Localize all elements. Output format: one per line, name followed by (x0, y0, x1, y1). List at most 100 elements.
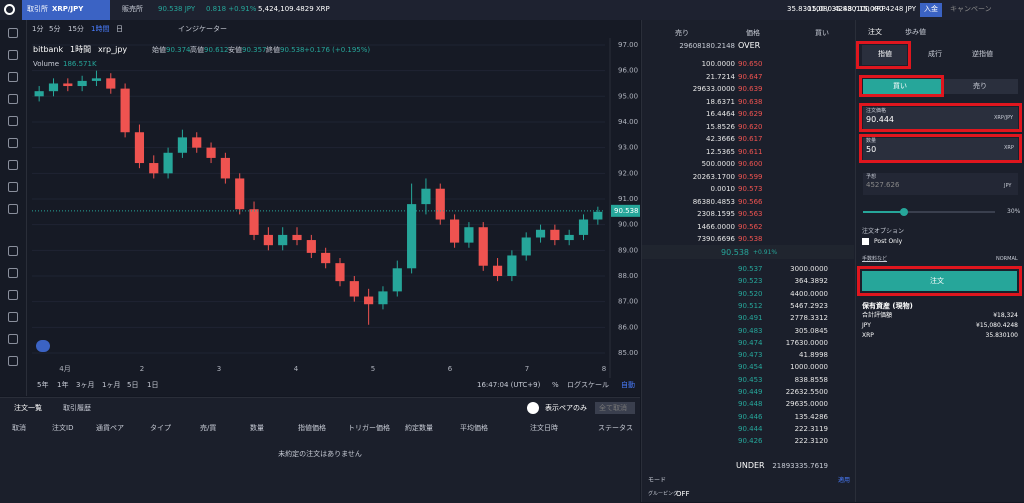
bid-price: 90.473 (738, 351, 763, 360)
bid-price: 90.537 (738, 265, 763, 273)
order-type[interactable]: 逆指値 (972, 50, 993, 58)
tool-icon[interactable] (8, 116, 18, 126)
range-button[interactable]: 5日 (127, 381, 139, 389)
side[interactable]: 売り (973, 82, 987, 90)
bid-size: 17630.0000 (785, 338, 828, 347)
ask-size: 2308.1595 (697, 210, 735, 218)
ask-size: 29608180.2148 (679, 42, 735, 50)
range-button[interactable]: 3ヶ月 (76, 381, 95, 389)
range-button[interactable]: 1日 (147, 381, 159, 389)
balance: 15,080.4248 / 15,080.4248 JPY (807, 5, 916, 13)
range-button[interactable]: 5年 (37, 381, 49, 389)
ask-price: 90.611 (738, 147, 763, 156)
order-type[interactable]: 指値 (878, 50, 892, 58)
tool-icon[interactable] (8, 204, 18, 214)
amount-input[interactable] (863, 138, 1018, 160)
grouping-value[interactable]: OFF (676, 490, 690, 498)
bid-size: 41.8998 (799, 351, 828, 360)
buy-tab[interactable] (863, 79, 941, 94)
bid-price: 90.483 (738, 326, 763, 335)
deposit[interactable]: 入金 (924, 5, 938, 13)
toggle[interactable]: % (552, 381, 559, 389)
price-value: 90.444 (866, 115, 894, 124)
tool-icon[interactable] (8, 28, 18, 38)
highlight (859, 103, 1022, 132)
cancel-button[interactable] (595, 402, 635, 414)
tool-icon[interactable] (8, 72, 18, 82)
submit-button[interactable] (862, 271, 1017, 291)
order-book-panel (641, 20, 855, 502)
slider-thumb[interactable] (900, 208, 908, 216)
type-tab[interactable] (862, 45, 907, 65)
tool-icon[interactable] (8, 160, 18, 170)
ask-size: 1466.0000 (697, 222, 735, 231)
pair-tab[interactable] (22, 0, 110, 20)
ask-price: 90.566 (738, 197, 763, 206)
column-header: 買い (815, 29, 829, 37)
ask-price: 90.647 (738, 72, 763, 81)
sell-tab[interactable] (943, 79, 1018, 94)
deposit-button[interactable] (920, 3, 942, 17)
bid-size: 222.3120 (794, 437, 828, 446)
legend: 始値 (152, 46, 166, 54)
toggle[interactable]: 自動 (621, 381, 635, 389)
column-header: ステータス (598, 424, 633, 432)
slider-value: 30% (1007, 208, 1021, 215)
candle-body (364, 296, 374, 305)
tool-icon[interactable] (8, 312, 18, 322)
tab[interactable]: 注文一覧 (14, 404, 42, 412)
y-tick-label: 95.00 (618, 92, 638, 100)
tab[interactable]: 歩み値 (905, 28, 926, 36)
interval[interactable]: 日 (116, 25, 123, 33)
side[interactable]: 買い (893, 82, 907, 90)
tool-icon[interactable] (8, 356, 18, 366)
legend: 1時間 (70, 45, 92, 54)
candle-body (564, 234, 574, 241)
apply[interactable]: 適用 (838, 477, 851, 484)
price-input[interactable] (863, 107, 1018, 129)
bid-size: 21893335.7619 (772, 462, 828, 470)
submit[interactable]: 注文 (930, 277, 944, 285)
legend: 終値 (266, 46, 280, 54)
mid-change: +0.91% (753, 249, 778, 256)
tab[interactable]: 取引履歴 (63, 404, 91, 412)
tool-icon[interactable] (8, 94, 18, 104)
campaign[interactable]: キャンペーン (950, 5, 992, 13)
tool-icon[interactable] (8, 290, 18, 300)
range-button[interactable]: 1年 (57, 381, 69, 389)
tab[interactable]: 販売所 (122, 5, 143, 13)
tool-icon[interactable] (8, 138, 18, 148)
checkbox[interactable] (862, 238, 869, 245)
logo (4, 4, 15, 15)
interval[interactable]: 1時間 (91, 25, 110, 33)
slider-fill (863, 211, 903, 213)
tool-icon[interactable] (8, 268, 18, 278)
tool-icon[interactable] (8, 182, 18, 192)
column-header: タイプ (150, 424, 171, 432)
toggle[interactable]: ログスケール (567, 381, 609, 389)
mid-row (642, 245, 854, 259)
y-tick-label: 90.00 (618, 221, 638, 229)
toggle[interactable] (527, 402, 539, 414)
tool-icon[interactable] (8, 334, 18, 344)
cancel-all[interactable]: 全て取消 (599, 404, 627, 412)
y-tick-label: 92.00 (618, 169, 638, 177)
chart-logo (36, 340, 50, 352)
tool-icon[interactable] (8, 246, 18, 256)
tab[interactable]: 取引所 (27, 5, 48, 13)
interval[interactable]: 15分 (68, 25, 84, 33)
order-type[interactable]: 成行 (928, 50, 942, 58)
range-button[interactable]: 1ヶ月 (102, 381, 121, 389)
tab[interactable]: 注文 (868, 28, 882, 36)
interval[interactable]: 5分 (49, 25, 61, 33)
last-price: 90.538 JPY (158, 5, 196, 13)
ask-price: 90.638 (738, 97, 763, 106)
indicator[interactable]: インジケーター (178, 25, 227, 33)
ask-price: 90.562 (738, 222, 763, 231)
bid-price: 90.512 (738, 301, 763, 310)
ask-price: 90.538 (738, 235, 763, 243)
tool-icon[interactable] (8, 50, 18, 60)
pair: XRP/JPY (52, 5, 84, 13)
candle-body (407, 204, 417, 269)
interval[interactable]: 1分 (32, 25, 44, 33)
